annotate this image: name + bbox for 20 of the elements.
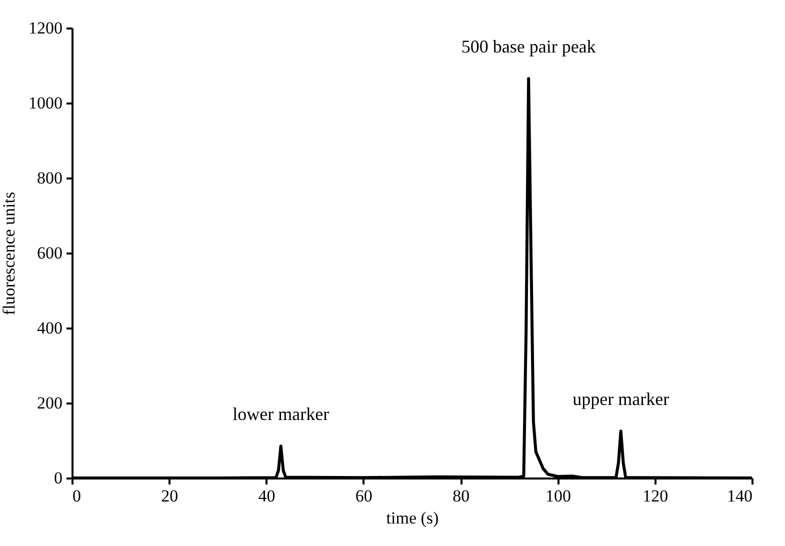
x-tick-label: 40 bbox=[258, 486, 276, 506]
annotation: 500 base pair peak bbox=[461, 36, 596, 57]
y-tick-label: 200 bbox=[37, 394, 62, 412]
y-tick-label: 400 bbox=[37, 318, 62, 338]
y-tick-label: 1200 bbox=[28, 18, 62, 38]
y-axis-title: fluorescence units bbox=[0, 192, 18, 316]
x-tick-label: 20 bbox=[161, 486, 178, 506]
x-tick-label: 60 bbox=[355, 486, 372, 506]
x-tick-label: 140 bbox=[727, 486, 752, 506]
y-tick-label: 800 bbox=[37, 168, 62, 188]
x-tick-label: 120 bbox=[642, 486, 668, 506]
x-tick-label: 80 bbox=[452, 486, 470, 506]
x-tick-label: 100 bbox=[545, 486, 571, 506]
y-tick-label: 0 bbox=[54, 468, 62, 488]
annotation: upper marker bbox=[572, 389, 670, 410]
x-tick-label: 0 bbox=[72, 486, 81, 506]
x-axis-title: time (s) bbox=[386, 508, 439, 528]
annotation: lower marker bbox=[232, 404, 330, 424]
y-tick-label: 1000 bbox=[28, 94, 62, 112]
y-tick-label: 600 bbox=[37, 244, 62, 262]
